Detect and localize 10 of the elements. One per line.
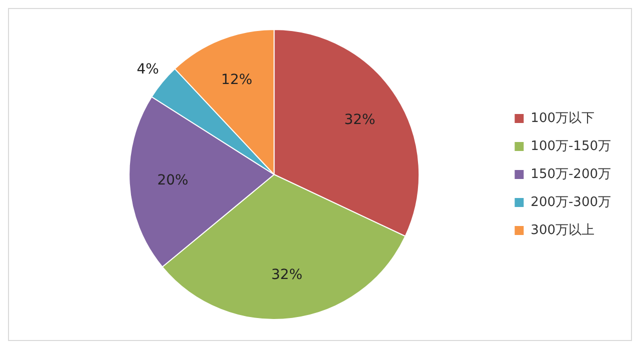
data-label: 32%: [271, 266, 302, 283]
data-label: 32%: [344, 112, 376, 128]
data-label: 12%: [221, 72, 252, 88]
legend-label: 100万-150万: [530, 138, 612, 154]
legend-label: 100万以下: [530, 110, 595, 126]
legend-label: 300万以上: [530, 222, 595, 238]
legend-label: 200万-300万: [530, 194, 612, 210]
data-label: 4%: [136, 62, 159, 78]
legend-label: 150万-200万: [530, 166, 612, 182]
data-label: 20%: [157, 172, 188, 189]
